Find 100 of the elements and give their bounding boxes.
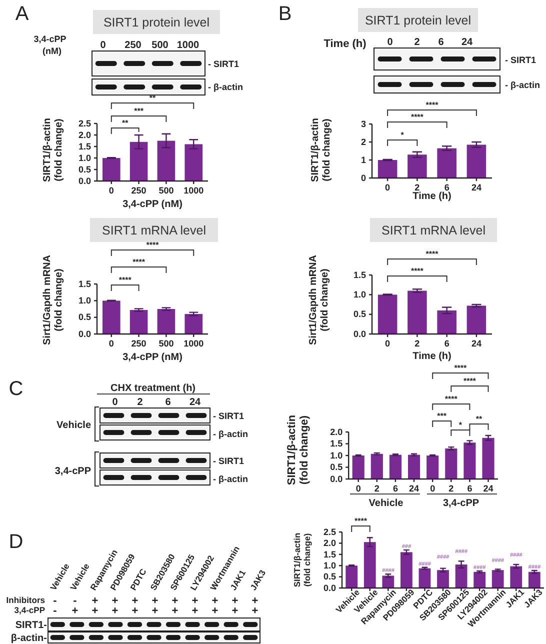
y-axis-title: Sirt1/Gapdh mRNA (fold change): [42, 254, 64, 346]
text: ****: [354, 516, 368, 526]
text: +: [132, 595, 138, 607]
chart-title: SIRT1 protein level: [103, 16, 210, 30]
text: +: [92, 605, 98, 617]
y-tick-label: 0.0: [78, 328, 91, 339]
text: 6: [165, 397, 172, 408]
text: +: [212, 595, 218, 607]
x-axis-title: Time (h): [412, 351, 452, 362]
text: - SIRT1: [505, 55, 536, 65]
text: -: [53, 595, 58, 607]
text: - β-actin: [213, 474, 248, 484]
text: +: [92, 595, 98, 607]
text: Vehicle: [368, 498, 404, 509]
y-tick-label: 2.0: [78, 130, 91, 140]
y-tick-label: 0: [360, 172, 366, 183]
x-tick-label: 500: [158, 185, 174, 196]
y-tick-label: 1.5: [353, 270, 366, 280]
y-tick-label: 1: [360, 154, 366, 165]
text: 500: [152, 40, 169, 51]
text: -: [73, 595, 78, 607]
text: +: [192, 605, 198, 617]
text: - SIRT1: [213, 456, 244, 466]
text: ****: [426, 250, 440, 258]
x-tick-label: 250: [131, 185, 146, 196]
text: 0: [387, 37, 394, 48]
y-tick-label: 1.0: [78, 296, 91, 306]
text: +: [72, 605, 78, 617]
text: 1000: [176, 40, 200, 51]
y-tick-label: 0.5: [78, 312, 91, 322]
y-axis-title: SIRT1/β-actin (fold change): [42, 118, 64, 182]
text: +: [112, 605, 118, 617]
text: **: [476, 414, 483, 424]
text: +: [192, 595, 198, 607]
y-axis-title: SIRT1/β-actin (fold change): [286, 414, 311, 486]
text: +: [112, 595, 118, 607]
text: D: [8, 531, 24, 553]
text: ****: [146, 240, 160, 250]
x-tick-label: 24: [483, 483, 494, 494]
text: ***: [437, 412, 448, 420]
text: +: [152, 595, 158, 607]
text: 2: [414, 37, 420, 48]
text: 3,4-cPP: [442, 498, 480, 509]
y-tick-label: 1.5: [323, 549, 336, 560]
y-tick-label: 1.0: [323, 560, 336, 570]
annotation: *: [400, 130, 405, 140]
text: 3,4-cPP: [14, 605, 46, 615]
x-tick-label: 2: [374, 483, 380, 494]
x-tick-label: 0: [385, 182, 390, 192]
x-tick-label: 2: [414, 182, 420, 192]
x-tick-label: 24: [471, 182, 482, 192]
text: 2: [137, 397, 144, 408]
y-tick-label: 0.5: [353, 309, 366, 320]
y-tick-label: 2.0: [330, 426, 343, 437]
chart-title: SIRT1 protein level: [364, 14, 472, 28]
y-tick-label: 1.5: [330, 438, 343, 449]
y-tick-label: 0.0: [323, 582, 336, 593]
text: CHX treatment (h): [110, 383, 196, 394]
text: ****: [132, 258, 146, 266]
text: +: [212, 605, 218, 617]
x-tick-label: 2: [448, 483, 454, 494]
text: +: [252, 595, 258, 607]
x-tick-label: 0: [108, 338, 114, 348]
x-tick-label: 0: [430, 483, 436, 494]
chart-title: SIRT1 mRNA level: [382, 224, 486, 238]
y-axis-title: SIRT1/β-actin (fold change): [292, 532, 312, 588]
y-tick-label: 1.5: [78, 278, 91, 289]
text: - β-actin: [213, 429, 248, 439]
chart-title: SIRT1 mRNA level: [102, 224, 206, 238]
text: ***: [134, 106, 144, 116]
text: Time (h): [324, 38, 367, 50]
x-tick-label: 250: [131, 338, 146, 348]
text: +: [172, 605, 178, 617]
x-tick-label: 1000: [184, 185, 204, 196]
text: Vehicle: [56, 420, 92, 431]
x-tick-label: 1000: [184, 338, 204, 348]
y-tick-label: 1.0: [330, 450, 343, 460]
y-tick-label: 0.5: [78, 164, 91, 174]
text: (nM): [42, 46, 62, 56]
y-tick-label: 2.0: [323, 538, 336, 548]
x-tick-label: 24: [471, 338, 482, 348]
text: - β-actin: [505, 80, 540, 90]
annotation: ****: [410, 266, 424, 276]
y-tick-label: 1.0: [78, 152, 91, 163]
text: -: [53, 605, 58, 617]
y-tick-label: 2: [360, 136, 366, 147]
text: 3,4-cPP: [54, 466, 92, 477]
text: 24: [189, 397, 201, 408]
text: - SIRT1: [208, 59, 240, 69]
text: ****: [463, 376, 477, 386]
text: - SIRT1: [213, 411, 244, 421]
text: +: [172, 595, 178, 607]
text: ****: [454, 364, 468, 372]
y-axis-title: SIRT1/β-actin (fold change): [310, 118, 332, 182]
y-tick-label: 1.0: [353, 290, 366, 300]
x-tick-label: 6: [444, 338, 450, 348]
y-tick-label: 0.0: [353, 328, 366, 339]
text: A: [15, 3, 30, 25]
y-tick-label: 0.0: [330, 474, 343, 484]
x-tick-label: 6: [444, 182, 450, 192]
